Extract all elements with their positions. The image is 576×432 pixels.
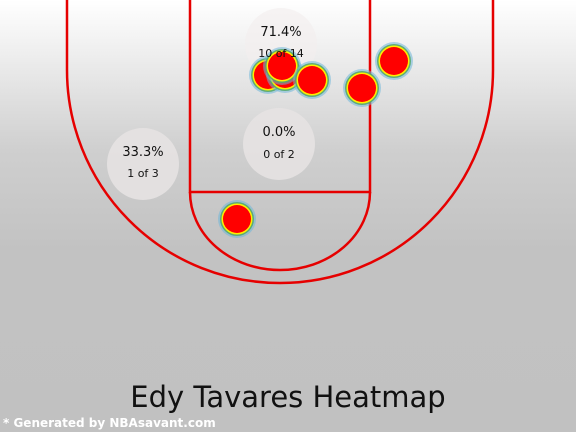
three-point-line <box>65 0 495 285</box>
zone-bubble <box>107 128 179 200</box>
hotspot <box>343 69 381 107</box>
hotspot-layer <box>268 52 296 80</box>
zone-pct: 0.0% <box>262 125 295 140</box>
zone-count: 1 of 3 <box>127 167 159 180</box>
zone-pct: 33.3% <box>122 145 163 160</box>
zone-labels: 71.4% 10 of 14 0.0% 0 of 2 33.3% 1 of 3 <box>122 25 303 180</box>
hotspot-layer <box>348 74 376 102</box>
hotspot-layer <box>380 47 408 75</box>
zone-pct: 71.4% <box>260 25 301 40</box>
hotspot-layer <box>223 205 251 233</box>
zone-left-mid <box>107 128 179 200</box>
hotspot <box>263 47 301 85</box>
zone-count: 0 of 2 <box>263 148 295 161</box>
free-throw-circle <box>188 191 372 272</box>
hotspots <box>218 42 413 238</box>
chart-title: Edy Tavares Heatmap <box>130 380 446 414</box>
hotspot-layer <box>298 66 326 94</box>
credit-text: * Generated by NBAsavant.com <box>3 416 216 430</box>
zone-paint-middle <box>243 108 315 180</box>
hotspot <box>218 200 256 238</box>
hotspot <box>375 42 413 80</box>
zone-count: 10 of 14 <box>258 47 304 60</box>
hotspot <box>293 61 331 99</box>
zone-bubble <box>243 108 315 180</box>
